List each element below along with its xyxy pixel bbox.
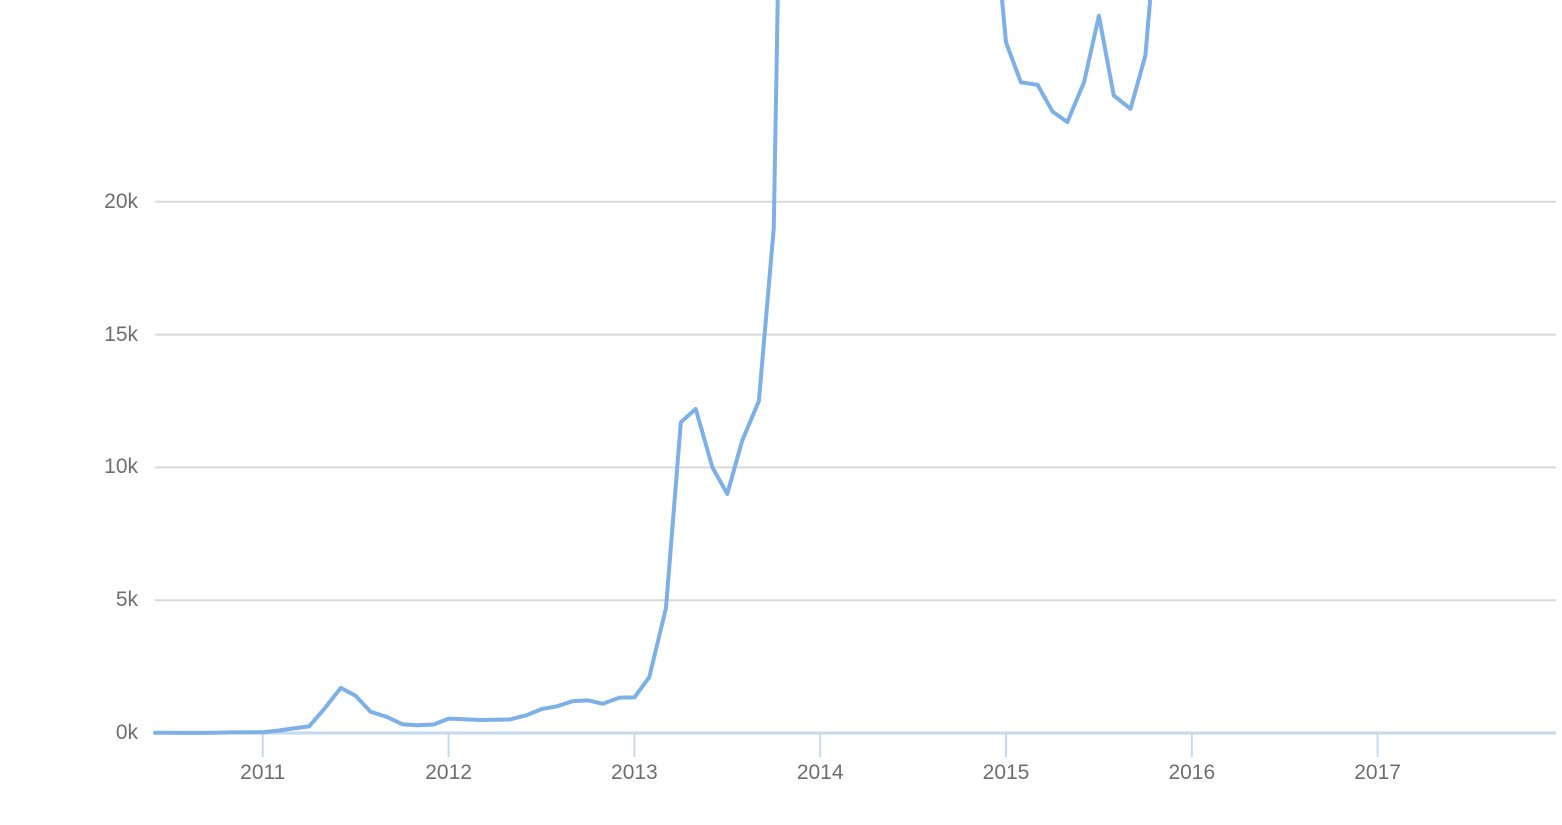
x-axis-tick-label: 2013 [611,761,658,784]
y-axis-tick-label: 10k [104,455,138,479]
x-axis-tick-label: 2015 [982,761,1030,784]
x-axis-tick-label: 2016 [1168,761,1216,784]
y-axis-tick-label: 5k [115,588,138,612]
x-axis-tick-label: 2012 [425,761,472,784]
y-axis-tick-label: 20k [104,189,138,213]
x-axis-tick-label: 2011 [240,761,286,784]
data-line-bitcoin-price [153,0,1153,735]
x-axis-tick-label: 2017 [1354,761,1401,784]
x-axis-tick-label: 2014 [796,761,844,784]
y-axis-tick-label: 0k [115,721,138,744]
y-axis-tick-label: 15k [104,322,138,346]
